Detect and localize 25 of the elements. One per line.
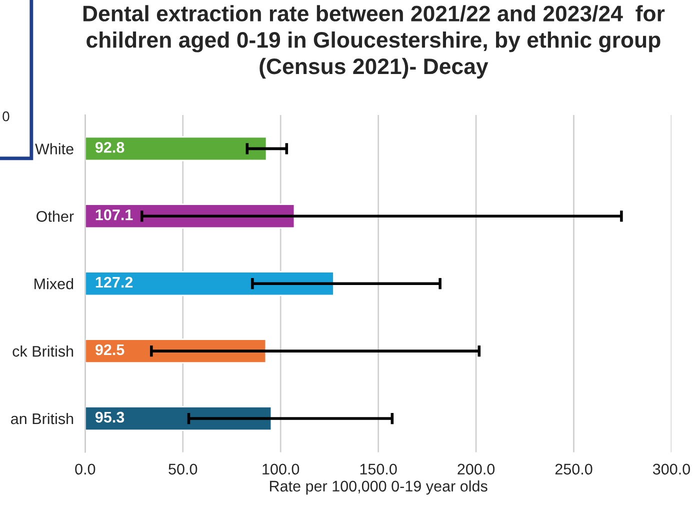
x-tick-label: 0.0 [75,464,96,475]
bar [85,338,267,364]
text: 0 [2,111,10,122]
x-axis-title: Rate per 100,000 0-19 year olds [270,480,488,495]
data-label: 107.1 [96,209,133,220]
chart-title: Dental extraction rate between 2021/22 and 2023/24 for children aged 0-19 in Gloucestershire, by ethnic group (Census 2021)- Decay [83,5,665,79]
x-tick-label: 200.0 [458,464,495,475]
y-tick-label: Mixed [34,278,74,290]
bar [85,204,296,229]
data-label: 95.3 [95,412,124,423]
x-tick-label: 250.0 [555,464,592,475]
data-label: 92.8 [95,142,124,153]
x-tick-label: 300.0 [652,464,690,475]
bar [85,136,268,162]
x-tick-label: 50.0 [168,464,198,475]
y-tick-label: ck British [12,346,74,357]
x-tick-label: 150.0 [360,464,397,475]
data-label: 127.2 [96,276,133,288]
data-label: 92.5 [95,344,124,356]
x-tick-label: 100.0 [262,464,300,475]
y-tick-label: White [35,143,74,154]
y-tick-label: Other [36,210,74,222]
bar [85,406,272,432]
bar [85,271,334,296]
y-tick-label: an British [11,412,74,424]
